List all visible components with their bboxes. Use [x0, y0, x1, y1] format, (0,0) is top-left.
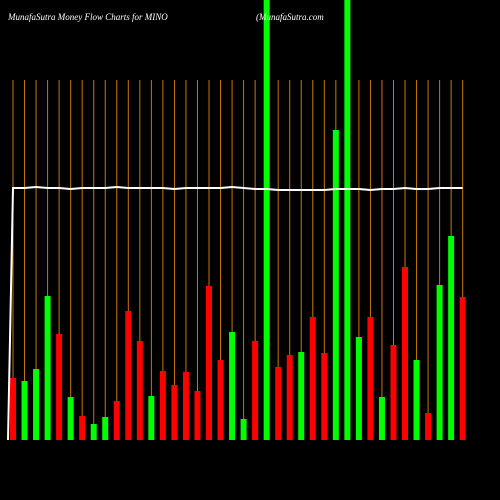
money-flow-line — [7, 185, 463, 441]
bar — [113, 401, 120, 440]
bar — [298, 352, 305, 440]
bar — [459, 297, 466, 440]
bar — [413, 360, 420, 440]
bar — [355, 337, 362, 440]
bar — [148, 396, 155, 440]
bar — [182, 372, 189, 440]
bar — [448, 236, 455, 440]
bar — [136, 341, 143, 440]
chart-subtitle: (MunafaSutra.com — [256, 12, 324, 22]
bar — [332, 130, 339, 440]
bar — [33, 369, 40, 440]
bar — [67, 397, 74, 440]
bar — [263, 0, 270, 440]
bar — [240, 419, 247, 440]
bar — [79, 416, 86, 440]
bar — [309, 317, 316, 440]
bar — [436, 285, 443, 440]
bar — [402, 267, 409, 440]
bar — [217, 360, 224, 440]
bar — [194, 391, 201, 440]
bar — [171, 385, 178, 440]
chart-title: MunafaSutra Money Flow Charts for MINO — [7, 12, 168, 22]
bar — [229, 332, 236, 440]
bar — [321, 353, 328, 440]
bars — [10, 0, 466, 440]
bar — [125, 311, 132, 440]
bar — [90, 424, 97, 440]
bar — [378, 397, 385, 440]
bar — [21, 381, 28, 440]
bar — [206, 286, 213, 440]
bar — [344, 0, 351, 440]
bar — [44, 296, 51, 440]
bar — [425, 413, 432, 440]
bar — [10, 378, 16, 440]
bar — [159, 371, 166, 440]
bar — [367, 317, 374, 440]
bar — [56, 334, 63, 440]
bar — [286, 355, 293, 440]
bar — [275, 367, 282, 440]
bar — [252, 341, 259, 440]
bar — [102, 417, 109, 440]
bar — [390, 345, 397, 440]
